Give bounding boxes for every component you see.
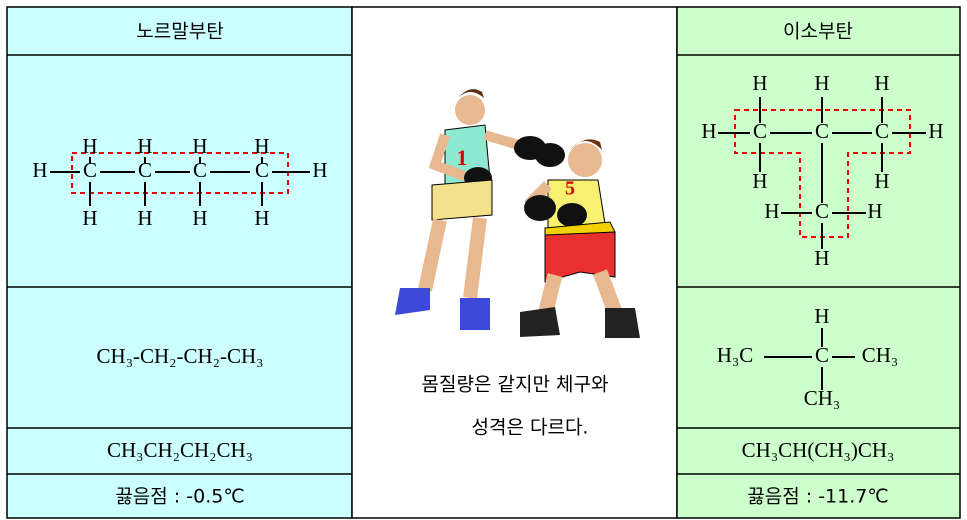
boxers-illustration: 1 5 <box>395 89 640 338</box>
atom: H <box>137 206 152 230</box>
atom: C <box>815 199 829 223</box>
condensed-formula: CH₃CH(CH₃)CH₃ <box>742 438 895 462</box>
atom: H <box>32 158 47 182</box>
atom: H <box>874 169 889 193</box>
column-title: 노르말부탄 <box>136 21 223 43</box>
atom: C <box>875 119 889 143</box>
atom: H <box>254 134 269 158</box>
atom: H <box>814 304 829 328</box>
atom: H <box>192 206 207 230</box>
carbon-chain-outline <box>734 109 911 238</box>
svg-text:5: 5 <box>565 178 575 200</box>
atom: H <box>192 134 207 158</box>
atom: C <box>83 158 97 182</box>
atom: H <box>874 71 889 95</box>
atom: H₃C <box>717 343 754 367</box>
atom: H <box>814 71 829 95</box>
left-column <box>6 6 353 519</box>
atom: H <box>254 206 269 230</box>
caption: 성격은 다르다. <box>472 417 589 439</box>
atom: C <box>193 158 207 182</box>
row-lines <box>7 54 960 475</box>
atom: H <box>82 206 97 230</box>
atom: H <box>701 119 716 143</box>
boiling-point: 끓음점 : -11.7℃ <box>747 486 888 508</box>
atom: C <box>815 343 829 367</box>
atom: H <box>867 199 882 223</box>
atom: C <box>815 119 829 143</box>
structural-formula: CH₃-CH₂-CH₂-CH₃ <box>97 344 264 368</box>
atom: CH₃ <box>862 343 899 367</box>
atom: H <box>137 134 152 158</box>
atom: C <box>753 119 767 143</box>
caption: 몸질량은 같지만 체구와 <box>422 374 609 396</box>
atom: H <box>764 199 779 223</box>
right-column <box>676 6 961 519</box>
middle-column <box>351 6 678 519</box>
atom: H <box>928 119 943 143</box>
atom: H <box>312 158 327 182</box>
atom: H <box>752 169 767 193</box>
atom: C <box>138 158 152 182</box>
atom: H <box>752 71 767 95</box>
svg-text:1: 1 <box>457 145 468 170</box>
column-title: 이소부탄 <box>783 21 853 43</box>
atom: C <box>255 158 269 182</box>
atom: H <box>82 134 97 158</box>
atom: H <box>814 246 829 270</box>
boiling-point: 끓음점 : -0.5℃ <box>115 486 244 508</box>
condensed-formula: CH₃CH₂CH₂CH₃ <box>107 438 253 462</box>
